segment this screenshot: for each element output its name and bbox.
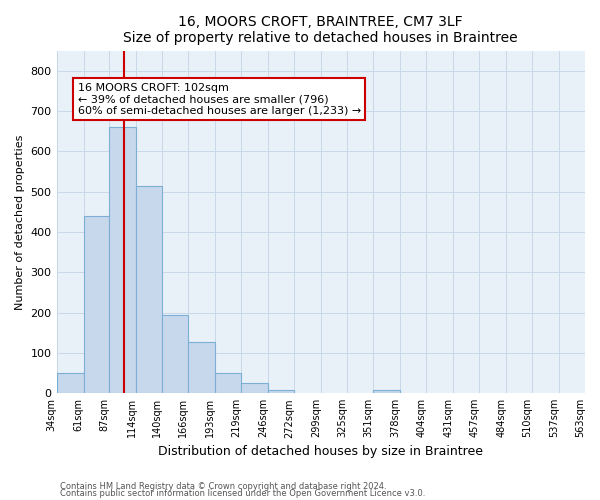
Y-axis label: Number of detached properties: Number of detached properties [15, 134, 25, 310]
Bar [109, 127, 136, 393]
Text: Contains public sector information licensed under the Open Government Licence v3: Contains public sector information licen… [60, 490, 425, 498]
Bar [163, 316, 188, 393]
Bar [215, 373, 241, 393]
Title: 16, MOORS CROFT, BRAINTREE, CM7 3LF
Size of property relative to detached houses: 16, MOORS CROFT, BRAINTREE, CM7 3LF Size… [124, 15, 518, 45]
X-axis label: Distribution of detached houses by size in Braintree: Distribution of detached houses by size … [158, 444, 483, 458]
Bar [373, 390, 400, 393]
Bar [188, 342, 215, 393]
Bar [241, 383, 268, 393]
Bar [56, 373, 83, 393]
Text: Contains HM Land Registry data © Crown copyright and database right 2024.: Contains HM Land Registry data © Crown c… [60, 482, 386, 491]
Bar [136, 186, 163, 393]
Bar [268, 390, 294, 393]
Text: 16 MOORS CROFT: 102sqm
← 39% of detached houses are smaller (796)
60% of semi-de: 16 MOORS CROFT: 102sqm ← 39% of detached… [77, 83, 361, 116]
Bar [83, 216, 109, 393]
